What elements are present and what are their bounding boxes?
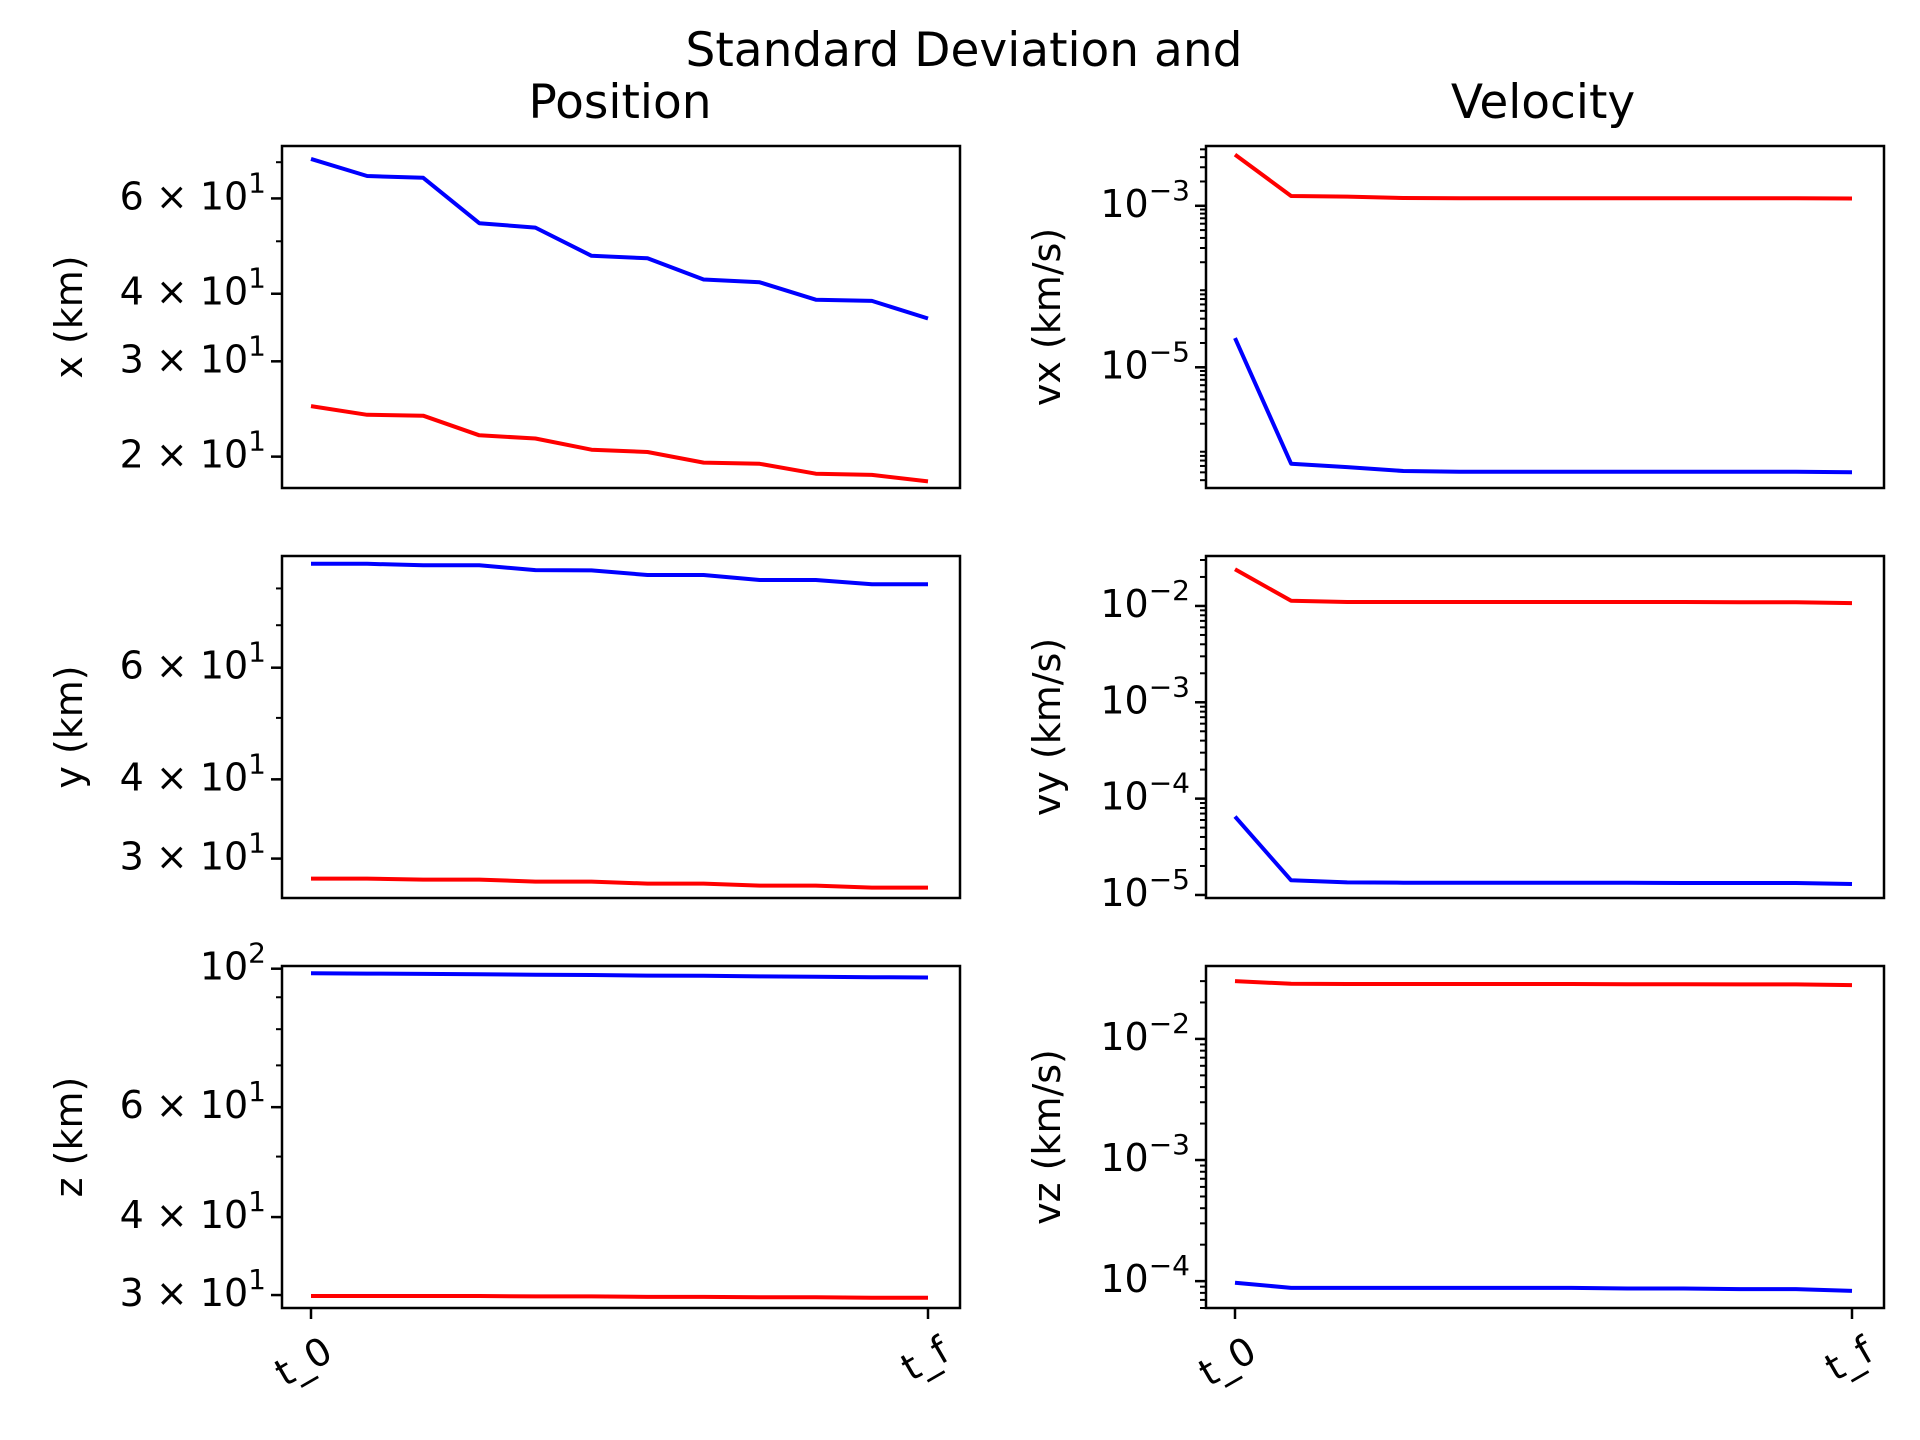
y-tick-label: 6 × 101 <box>120 636 266 688</box>
y-tick-label: 10−5 <box>1100 863 1190 915</box>
x-tick-label: t_0 <box>267 1328 339 1395</box>
series-line <box>311 876 928 890</box>
axes-frame <box>280 964 962 1310</box>
series-line <box>1233 815 1853 886</box>
series-line <box>1234 567 1853 606</box>
y-tick-label: 10−2 <box>1100 574 1190 626</box>
y-tick-label: 2 × 101 <box>120 425 266 477</box>
series-line <box>1233 152 1853 201</box>
y-axis-label: vz (km/s) <box>1025 1049 1069 1225</box>
axes-frame <box>280 554 962 900</box>
series-line <box>311 561 928 587</box>
y-tick-label: 4 × 101 <box>120 747 266 799</box>
y-tick-label: 10−4 <box>1100 767 1190 819</box>
series-line <box>310 971 929 980</box>
y-tick-label: 4 × 101 <box>120 262 266 314</box>
x-tick-label: t_f <box>894 1327 958 1390</box>
y-tick-label: 10−5 <box>1100 335 1190 387</box>
y-tick-label: 10−4 <box>1100 1249 1190 1301</box>
y-tick-label: 10−3 <box>1100 670 1190 722</box>
y-tick-label: 3 × 101 <box>120 1263 266 1315</box>
y-tick-label: 102 <box>200 937 266 989</box>
axes-frame <box>1204 964 1886 1310</box>
series-line <box>311 1294 928 1300</box>
subplot-vz: 10−4 10−3 10−2 vz (km/s) t_0 t_f <box>1025 964 1886 1395</box>
series-line <box>1234 1280 1853 1293</box>
y-tick-label: 4 × 101 <box>120 1185 266 1237</box>
y-tick-label: 10−2 <box>1100 1007 1190 1059</box>
y-tick-label: 3 × 101 <box>120 827 266 879</box>
y-tick-label: 6 × 101 <box>120 166 266 218</box>
axes-frame <box>280 144 962 490</box>
series-line <box>1233 337 1853 475</box>
y-axis-label: x (km) <box>47 255 91 378</box>
y-tick-label: 10−3 <box>1100 174 1190 226</box>
y-axis-label: z (km) <box>47 1077 91 1198</box>
subplot-vx: 10−5 10−3 vx (km/s) <box>1025 144 1886 490</box>
column-title-position: Position <box>529 75 712 130</box>
axes-frame <box>1204 554 1886 900</box>
series-line <box>1234 979 1853 988</box>
subplot-y: 3 × 101 4 × 101 6 × 101 y (km) <box>47 554 962 900</box>
y-axis-label: y (km) <box>47 665 91 788</box>
series-line <box>310 404 929 484</box>
y-tick-label: 10−3 <box>1100 1128 1190 1180</box>
x-tick-label: t_0 <box>1191 1328 1263 1395</box>
subplot-vy: 10−5 10−4 10−3 10−2 vy (km/s) <box>1025 554 1886 915</box>
y-tick-label: 6 × 101 <box>120 1075 266 1127</box>
subplot-x: 2 × 101 3 × 101 4 × 101 6 × 101 x (km) <box>47 144 962 490</box>
subplot-z: 3 × 101 4 × 101 6 × 101 102 z (km) t_0 t_f <box>47 937 962 1395</box>
figure-title: Standard Deviation and <box>686 23 1243 78</box>
y-axis-label: vx (km/s) <box>1025 228 1069 406</box>
column-title-velocity: Velocity <box>1451 75 1635 130</box>
series-line <box>310 156 929 321</box>
axes-frame <box>1204 144 1886 490</box>
x-tick-label: t_f <box>1818 1327 1882 1390</box>
y-tick-label: 3 × 101 <box>120 329 266 381</box>
y-axis-label: vy (km/s) <box>1025 638 1069 816</box>
